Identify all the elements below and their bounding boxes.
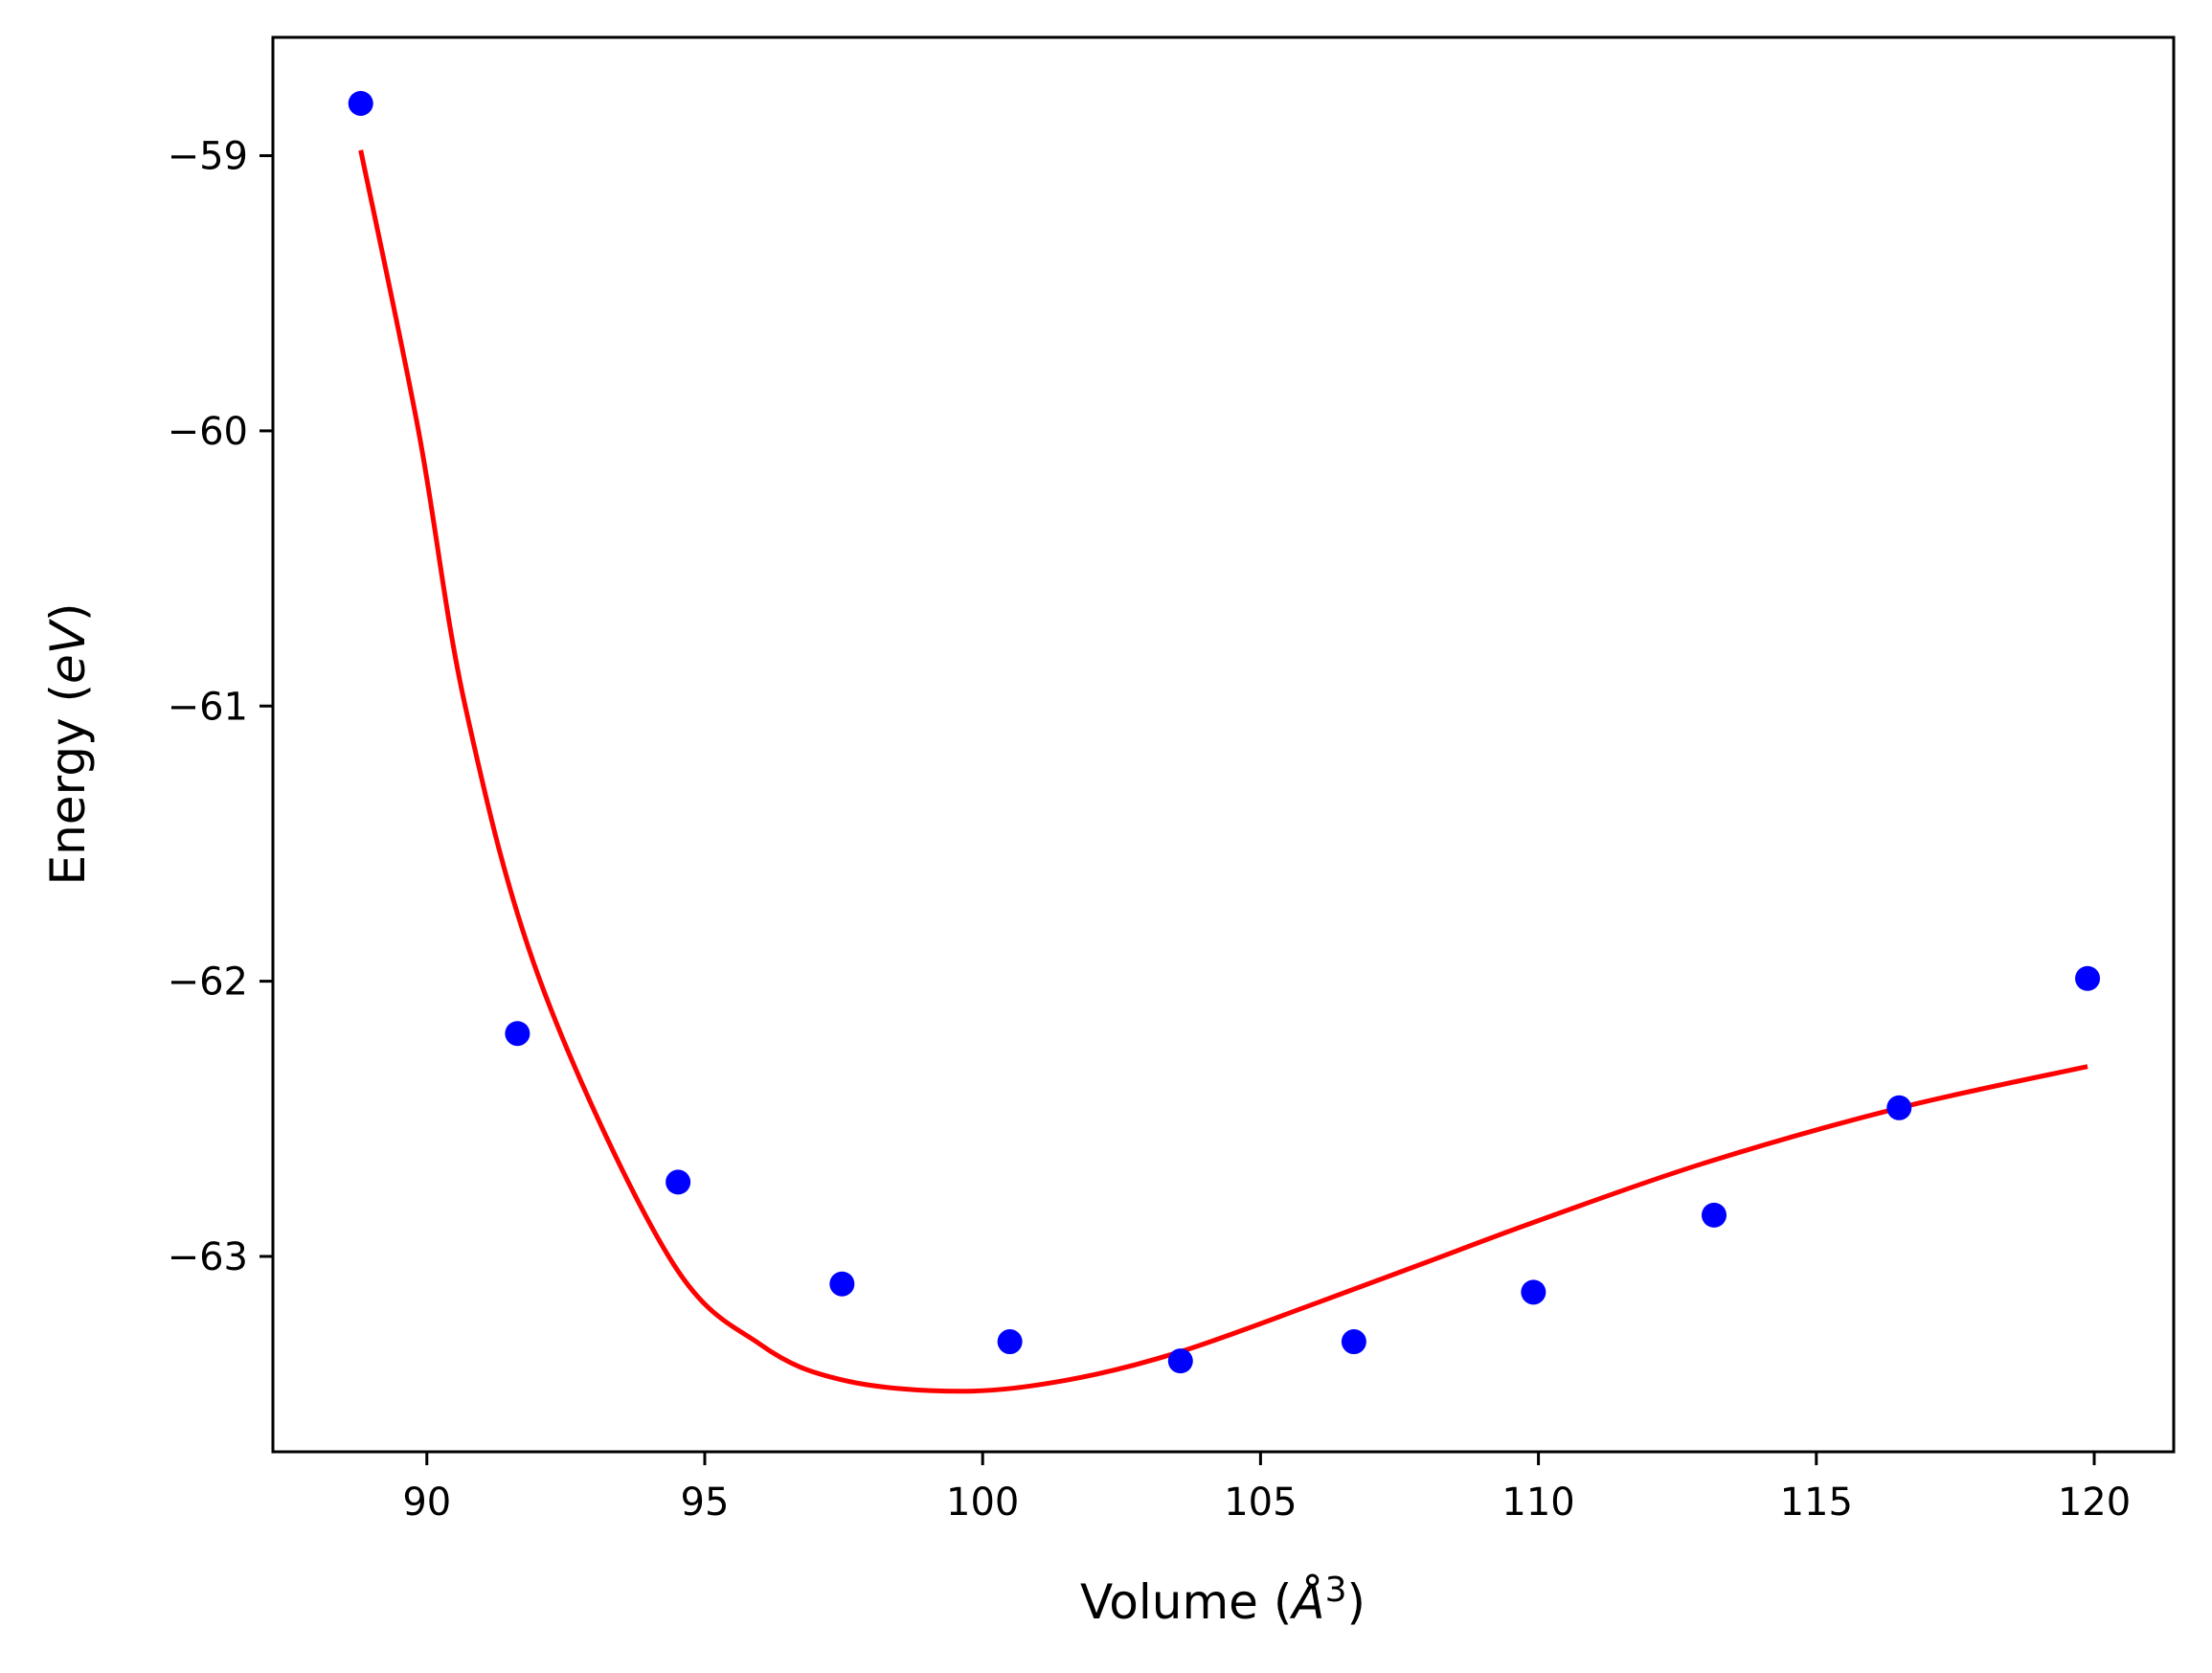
data-point xyxy=(2075,965,2101,991)
y-tick-label: −59 xyxy=(168,135,248,179)
data-point xyxy=(666,1169,691,1195)
data-point xyxy=(1886,1095,1912,1120)
x-tick-label: 120 xyxy=(2058,1481,2131,1525)
x-axis-label: Volume (Å3) xyxy=(1080,1571,1366,1630)
x-tick-label: 90 xyxy=(402,1481,451,1525)
data-point xyxy=(1341,1329,1366,1355)
axes-frame xyxy=(271,35,2176,1454)
y-tick-label: −62 xyxy=(168,961,248,1005)
data-point xyxy=(348,90,373,116)
y-axis-label: Energy (eV) xyxy=(40,603,96,886)
y-tick-label: −63 xyxy=(168,1235,248,1279)
plot-area xyxy=(348,90,2101,1394)
data-point xyxy=(829,1271,855,1297)
x-tick-label: 105 xyxy=(1224,1481,1297,1525)
data-point xyxy=(505,1021,530,1047)
data-point xyxy=(1702,1202,1727,1228)
y-tick-label: −61 xyxy=(168,685,248,729)
x-tick-label: 110 xyxy=(1501,1481,1574,1525)
x-axis: 90 95 100 105 110 115 120 xyxy=(402,1452,2131,1525)
x-tick-label: 100 xyxy=(946,1481,1019,1525)
data-point xyxy=(1521,1279,1546,1305)
y-axis: −59 −60 −61 −62 −63 xyxy=(168,135,273,1279)
fit-curve xyxy=(358,149,2088,1394)
x-tick-label: 115 xyxy=(1780,1481,1853,1525)
x-tick-label: 95 xyxy=(681,1481,730,1525)
y-tick-label: −60 xyxy=(168,410,248,454)
data-point xyxy=(1167,1348,1193,1374)
data-point xyxy=(997,1329,1023,1355)
